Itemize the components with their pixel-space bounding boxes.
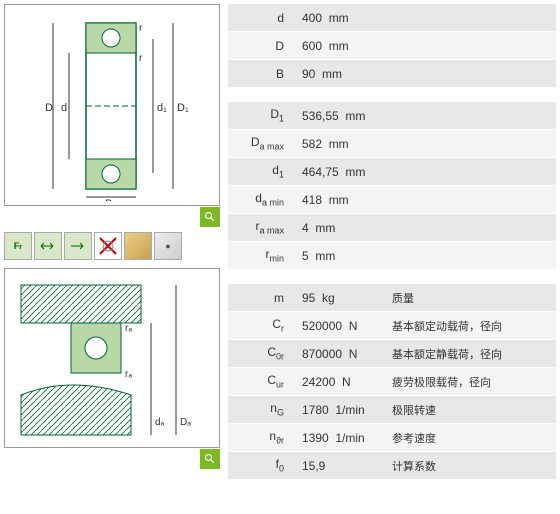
param-desc: 参考速度 — [384, 430, 556, 446]
param-row: rmin5 mm — [228, 242, 556, 270]
param-symbol: Da max — [228, 135, 294, 151]
svg-text:r: r — [139, 23, 143, 34]
param-value: 1780 1/min — [294, 403, 384, 417]
param-value: 600 mm — [294, 39, 384, 53]
param-symbol: m — [228, 291, 294, 305]
param-symbol: B — [228, 67, 294, 81]
svg-text:D₁: D₁ — [177, 102, 189, 114]
param-row: Cr520000 N基本额定动载荷，径向 — [228, 312, 556, 340]
param-row: d400 mm — [228, 4, 556, 32]
param-desc: 质量 — [384, 290, 556, 306]
param-value: 400 mm — [294, 11, 384, 25]
zoom-icon[interactable] — [200, 449, 220, 469]
diagram-main: D d d₁ D₁ r r B — [4, 4, 220, 206]
param-row: m95 kg质量 — [228, 284, 556, 312]
param-value: 95 kg — [294, 291, 384, 305]
feature-icons: Fr ● — [4, 232, 220, 260]
svg-text:rₐ: rₐ — [125, 369, 132, 380]
param-symbol: D — [228, 39, 294, 53]
param-value: 464,75 mm — [294, 165, 384, 179]
icon-x[interactable] — [94, 232, 122, 260]
param-symbol: nG — [228, 401, 294, 417]
param-value: 582 mm — [294, 137, 384, 151]
param-group-2: D1536,55 mmDa max582 mmd1464,75 mmda min… — [228, 102, 556, 270]
icon-fr[interactable]: Fr — [4, 232, 32, 260]
param-group-1: d400 mmD600 mmB90 mm — [228, 4, 556, 88]
param-row: Da max582 mm — [228, 130, 556, 158]
svg-text:B: B — [105, 198, 112, 201]
diagram-mounting: rₐ rₐ dₐ Dₐ — [4, 268, 220, 448]
svg-text:d: d — [61, 102, 67, 114]
param-desc: 极限转速 — [384, 402, 556, 418]
svg-text:D: D — [45, 102, 53, 114]
param-symbol: rmin — [228, 247, 294, 263]
param-symbol: D1 — [228, 107, 294, 123]
svg-text:dₐ: dₐ — [155, 417, 165, 428]
param-value: 870000 N — [294, 347, 384, 361]
param-group-3: m95 kg质量Cr520000 N基本额定动载荷，径向C0r870000 N基… — [228, 284, 556, 480]
param-row: B90 mm — [228, 60, 556, 88]
svg-text:d₁: d₁ — [157, 102, 167, 114]
param-symbol: d1 — [228, 163, 294, 179]
param-symbol: Cr — [228, 317, 294, 333]
param-row: f015,9计算系数 — [228, 452, 556, 480]
param-value: 24200 N — [294, 375, 384, 389]
param-row: nϑr1390 1/min参考速度 — [228, 424, 556, 452]
icon-grease[interactable] — [124, 232, 152, 260]
param-value: 536,55 mm — [294, 109, 384, 123]
param-value: 418 mm — [294, 193, 384, 207]
icon-ra1[interactable] — [34, 232, 62, 260]
left-column: D d d₁ D₁ r r B Fr ● — [4, 4, 220, 494]
param-symbol: f0 — [228, 457, 294, 473]
param-desc: 疲劳极限载荷，径向 — [384, 374, 556, 390]
param-desc: 基本额定静载荷，径向 — [384, 346, 556, 362]
svg-text:Dₐ: Dₐ — [180, 417, 191, 428]
param-row: D600 mm — [228, 32, 556, 60]
zoom-icon[interactable] — [200, 207, 220, 227]
param-row: d1464,75 mm — [228, 158, 556, 186]
param-symbol: ra max — [228, 219, 294, 235]
right-column: d400 mmD600 mmB90 mm D1536,55 mmDa max58… — [228, 4, 556, 494]
param-row: ra max4 mm — [228, 214, 556, 242]
param-value: 5 mm — [294, 249, 384, 263]
param-symbol: da min — [228, 191, 294, 207]
param-row: D1536,55 mm — [228, 102, 556, 130]
svg-text:rₐ: rₐ — [125, 323, 132, 334]
param-desc: 计算系数 — [384, 458, 556, 474]
svg-text:r: r — [139, 53, 143, 64]
param-desc: 基本额定动载荷，径向 — [384, 318, 556, 334]
icon-oil[interactable]: ● — [154, 232, 182, 260]
param-value: 520000 N — [294, 319, 384, 333]
param-value: 15,9 — [294, 459, 384, 473]
param-row: C0r870000 N基本额定静载荷，径向 — [228, 340, 556, 368]
param-symbol: d — [228, 11, 294, 25]
param-row: nG1780 1/min极限转速 — [228, 396, 556, 424]
param-value: 90 mm — [294, 67, 384, 81]
param-row: da min418 mm — [228, 186, 556, 214]
param-symbol: nϑr — [228, 429, 294, 445]
param-value: 4 mm — [294, 221, 384, 235]
icon-ra2[interactable] — [64, 232, 92, 260]
param-symbol: C0r — [228, 345, 294, 361]
param-symbol: Cur — [228, 373, 294, 389]
param-value: 1390 1/min — [294, 431, 384, 445]
param-row: Cur24200 N疲劳极限载荷，径向 — [228, 368, 556, 396]
